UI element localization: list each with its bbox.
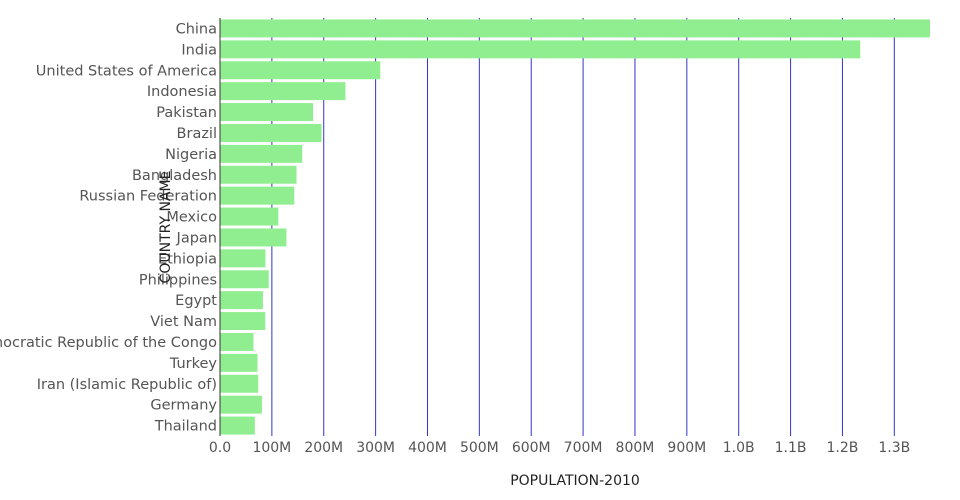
category-label: Thailand <box>154 419 217 435</box>
category-label: Japan <box>176 230 217 246</box>
category-label: Nigeria <box>165 147 217 163</box>
bar <box>220 332 254 351</box>
bar <box>220 103 314 122</box>
bar <box>220 395 262 414</box>
category-label: Philippines <box>139 272 217 288</box>
bar <box>220 82 346 101</box>
bars <box>220 19 930 435</box>
bar <box>220 165 297 184</box>
bar <box>220 144 303 163</box>
category-label: Viet Nam <box>150 314 217 330</box>
category-label: Ethiopia <box>158 251 217 267</box>
bar <box>220 312 266 331</box>
category-label: Indonesia <box>147 84 217 100</box>
category-label: Bangladesh <box>132 168 217 184</box>
category-label: Germany <box>150 398 217 414</box>
bar <box>220 123 322 142</box>
category-label: India <box>181 42 217 58</box>
x-tick-label: 600M <box>512 440 551 456</box>
bar <box>220 40 861 59</box>
bar <box>220 19 930 38</box>
category-label: Democratic Republic of the Congo <box>0 335 217 351</box>
x-tick-label: 200M <box>304 440 343 456</box>
category-labels: China India United States of America Indone… <box>0 21 217 434</box>
x-tick-label: 900M <box>667 440 706 456</box>
grid-lines <box>271 18 895 436</box>
category-label: Egypt <box>175 293 217 309</box>
bar <box>220 228 287 247</box>
category-label: Pakistan <box>156 105 217 121</box>
x-tick-label: 1.2B <box>827 440 859 456</box>
x-tick-label: 800M <box>616 440 655 456</box>
bar <box>220 186 295 205</box>
category-label: Turkey <box>169 356 218 372</box>
x-tick-label: 100M <box>252 440 291 456</box>
category-label: China <box>176 21 217 37</box>
x-tick-label: 700M <box>564 440 603 456</box>
bar <box>220 374 259 393</box>
bar <box>220 291 263 310</box>
x-tick-label: 0.0 <box>209 440 231 456</box>
bar <box>220 249 266 268</box>
x-tick-label: 500M <box>460 440 499 456</box>
bar <box>220 61 381 80</box>
bar <box>220 353 258 372</box>
x-axis-title: POPULATION-2010 <box>510 473 640 489</box>
bar <box>220 207 279 226</box>
category-label: Iran (Islamic Republic of) <box>37 377 217 393</box>
category-label: Russian Federation <box>79 189 217 205</box>
x-tick-label: 300M <box>356 440 395 456</box>
category-label: United States of America <box>36 63 217 79</box>
x-tick-label: 1.1B <box>775 440 807 456</box>
x-tick-labels: 0.0 100M 200M 300M 400M 500M 600M 700M 800M 900M 1… <box>209 440 910 456</box>
bar <box>220 416 255 435</box>
x-tick-label: 1.0B <box>723 440 755 456</box>
y-axis-title: COUNTRY NAME <box>158 171 174 284</box>
bar <box>220 270 269 289</box>
category-label: Mexico <box>166 210 217 226</box>
x-tick-label: 400M <box>408 440 447 456</box>
x-tick-label: 1.3B <box>878 440 910 456</box>
category-label: Brazil <box>177 126 217 142</box>
